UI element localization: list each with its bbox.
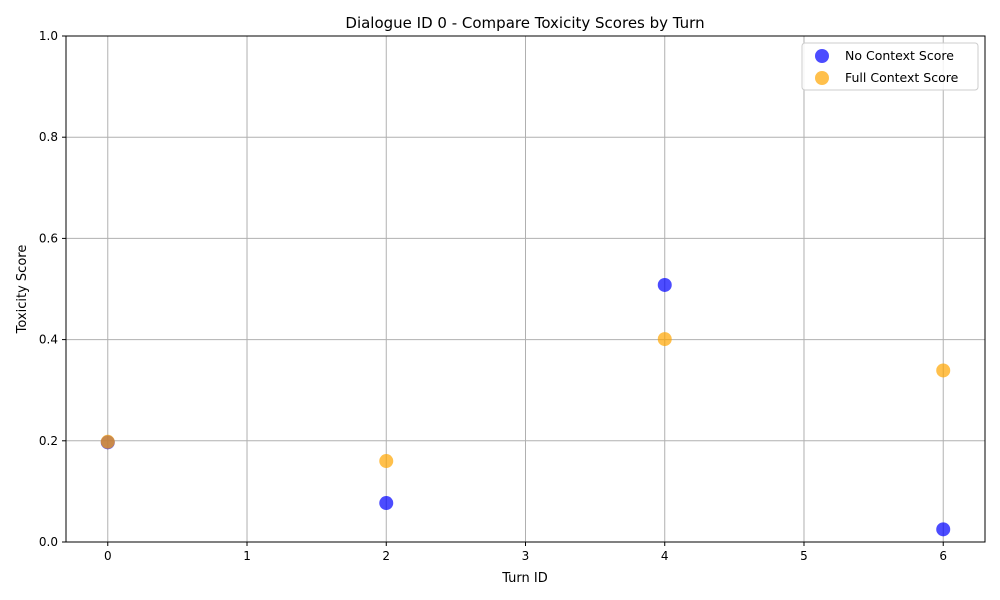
- x-tick-label: 3: [522, 549, 530, 563]
- x-tick-label: 5: [800, 549, 808, 563]
- legend-marker-full-context: [815, 71, 829, 85]
- x-tick-label: 0: [104, 549, 112, 563]
- x-axis-label: Turn ID: [501, 571, 548, 586]
- x-tick-label: 2: [382, 549, 390, 563]
- y-tick-label: 0.0: [39, 535, 58, 549]
- y-axis-ticks: 0.0 0.2 0.4 0.6 0.8 1.0: [39, 29, 66, 549]
- y-tick-label: 0.4: [39, 333, 58, 347]
- data-point-full-context: [657, 332, 672, 347]
- y-tick-label: 0.2: [39, 434, 58, 448]
- data-point-full-context: [379, 454, 394, 469]
- x-tick-label: 1: [243, 549, 251, 563]
- data-point-full-context: [100, 434, 115, 449]
- y-tick-label: 1.0: [39, 29, 58, 43]
- data-point-no-context: [657, 277, 672, 292]
- grid-lines: [66, 35, 985, 543]
- x-tick-label: 4: [661, 549, 669, 563]
- data-points: [100, 277, 951, 537]
- x-axis-ticks: 0 1 2 3 4 5 6: [104, 542, 947, 563]
- data-point-full-context: [936, 363, 951, 378]
- legend: No Context Score Full Context Score: [801, 42, 979, 91]
- x-tick-label: 6: [939, 549, 947, 563]
- legend-box: [801, 42, 979, 91]
- legend-label-no-context: No Context Score: [845, 48, 954, 63]
- y-axis-label: Toxicity Score: [15, 245, 30, 335]
- legend-label-full-context: Full Context Score: [845, 70, 959, 85]
- data-point-no-context: [936, 522, 951, 537]
- y-tick-label: 0.8: [39, 130, 58, 144]
- chart-title: Dialogue ID 0 - Compare Toxicity Scores …: [345, 14, 704, 32]
- data-point-no-context: [379, 496, 394, 511]
- y-tick-label: 0.6: [39, 231, 58, 245]
- legend-marker-no-context: [815, 49, 829, 63]
